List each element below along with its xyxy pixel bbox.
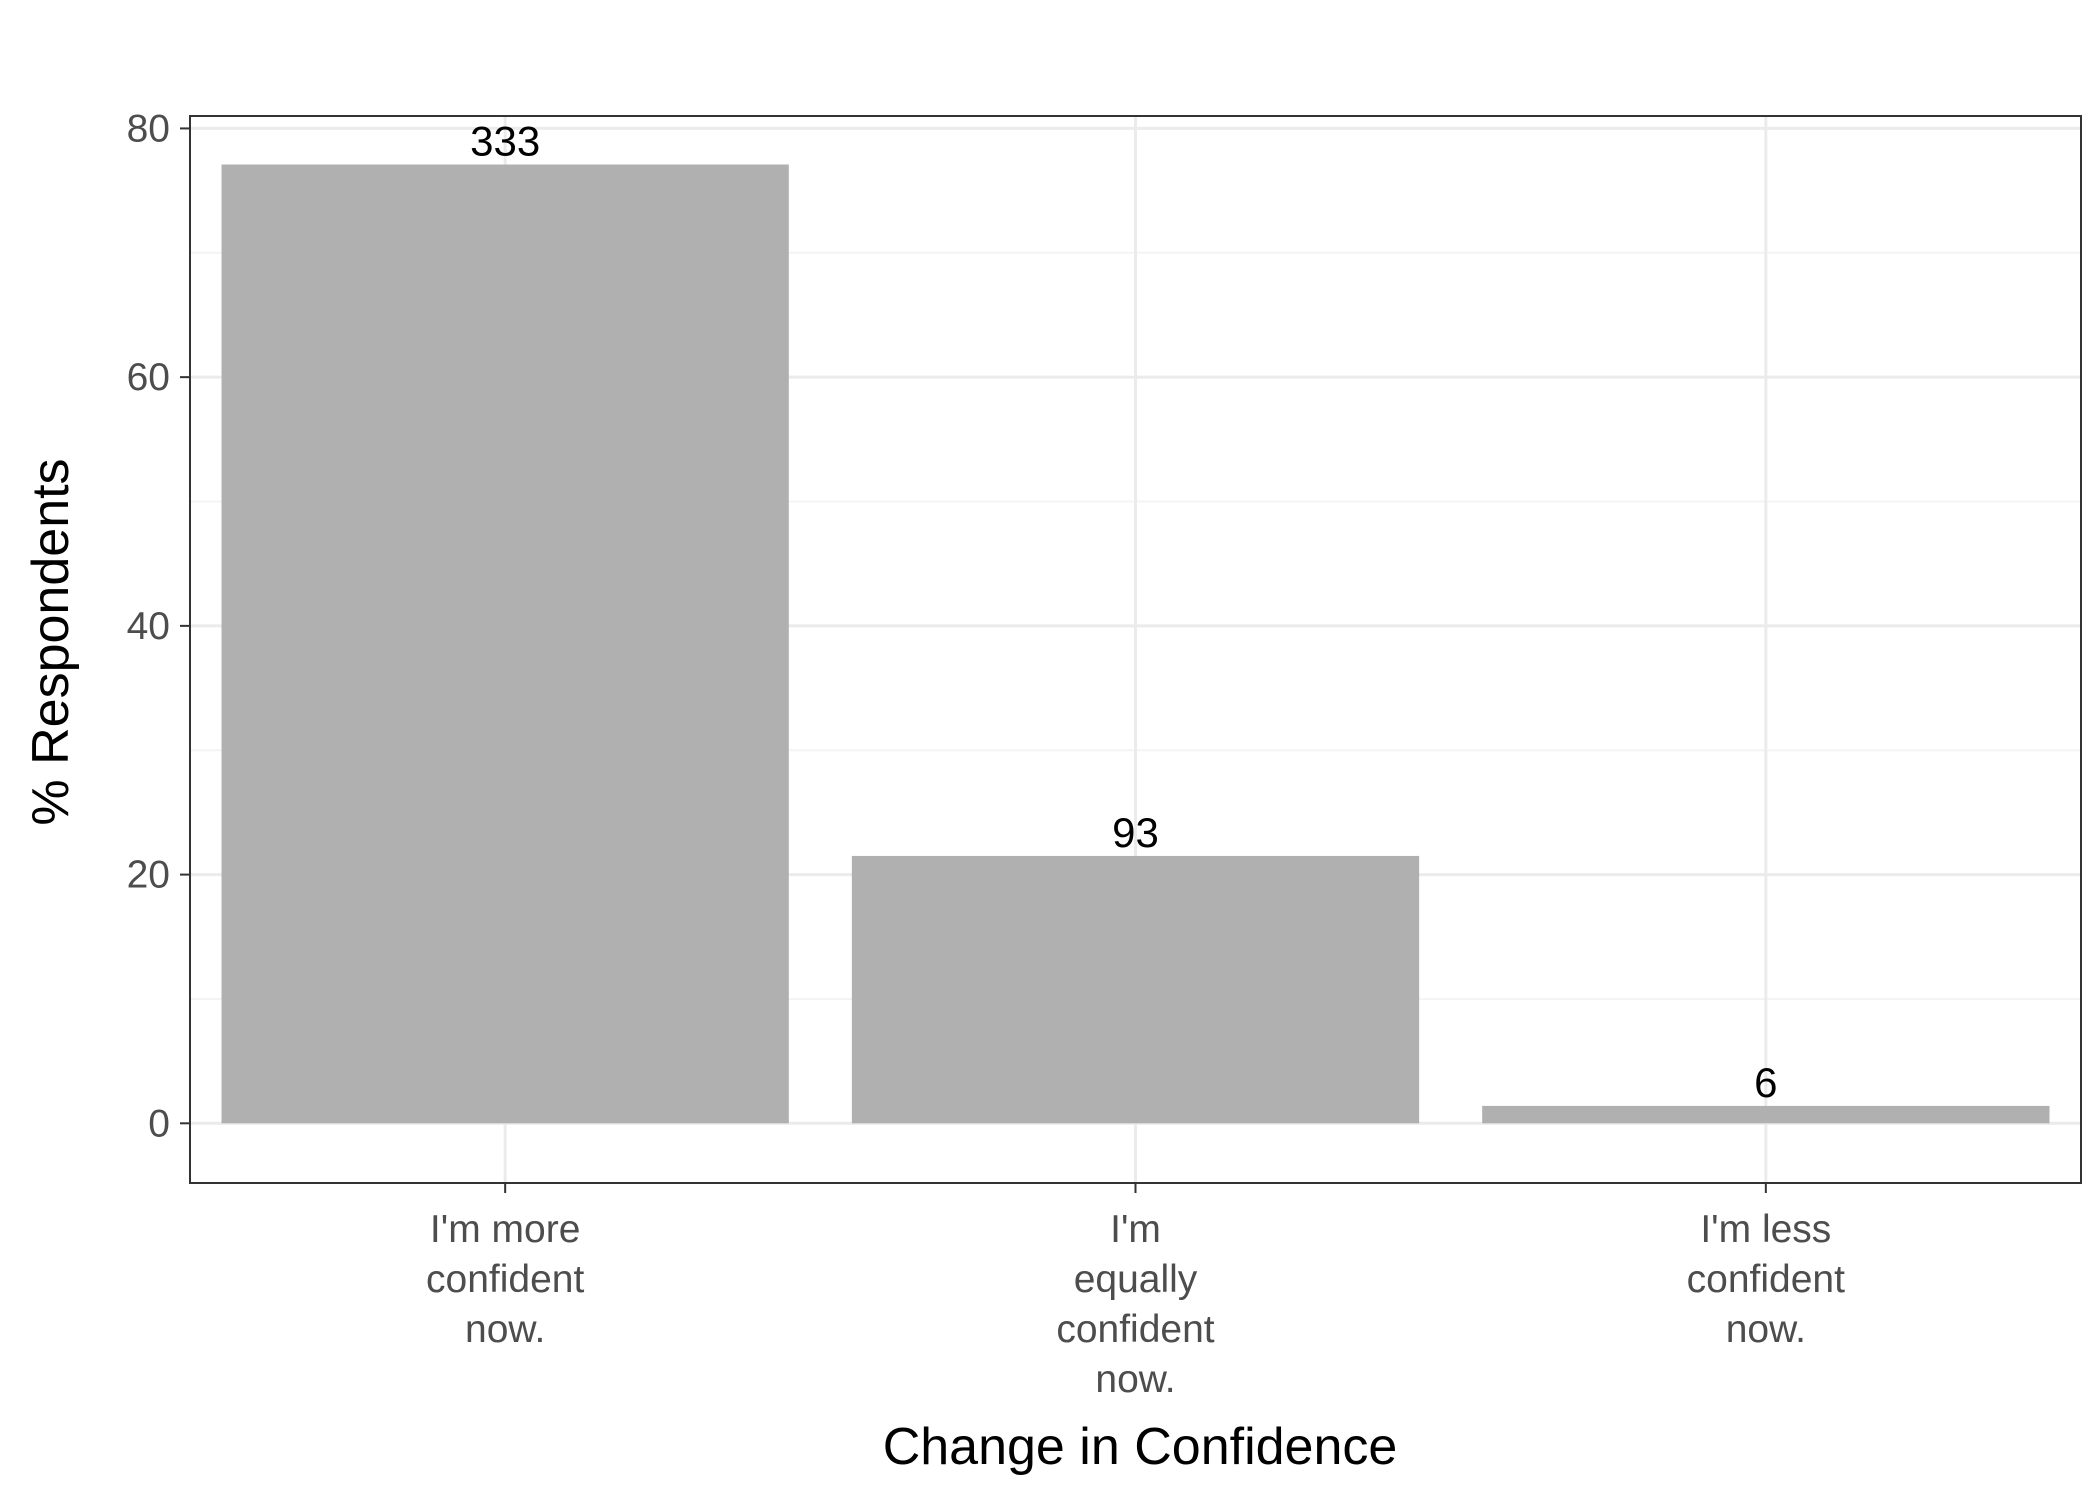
y-tick-label: 0 xyxy=(148,1102,170,1145)
bars xyxy=(221,164,2050,1124)
y-tick-label: 60 xyxy=(127,356,170,399)
bar-value-label: 333 xyxy=(470,118,540,165)
bar-data-labels: 333 93 6 xyxy=(470,118,1777,1106)
bar-value-label: 6 xyxy=(1754,1059,1777,1106)
bar-value-label: 93 xyxy=(1112,809,1159,856)
y-tick-label: 40 xyxy=(127,605,170,648)
y-tick-label: 20 xyxy=(127,854,170,897)
x-axis: I'm more confident now. I'm equally confident… xyxy=(426,1183,1845,1401)
y-axis-title: % Respondents xyxy=(22,458,80,825)
x-tick-label: I'm less confident now. xyxy=(1687,1208,1845,1351)
bar xyxy=(851,855,1420,1124)
x-tick-label: I'm more confident now. xyxy=(426,1208,584,1351)
bar xyxy=(1482,1105,2050,1124)
bar xyxy=(221,164,789,1124)
x-tick-label: I'm equally confident now. xyxy=(1056,1208,1214,1401)
x-axis-title: Change in Confidence xyxy=(883,1418,1398,1476)
y-tick-label: 80 xyxy=(127,107,170,150)
y-axis: 0 20 40 60 80 xyxy=(127,107,190,1145)
